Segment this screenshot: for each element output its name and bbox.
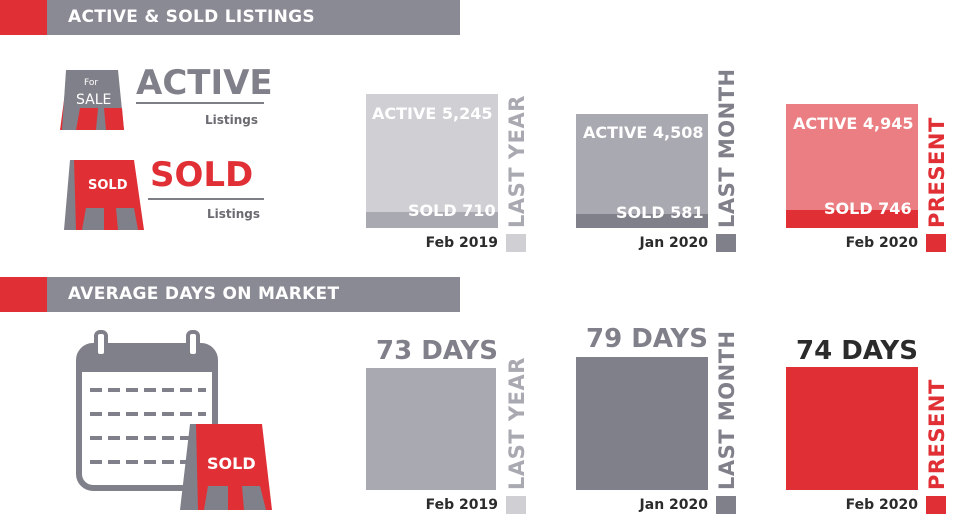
period-marker: [716, 234, 736, 252]
period-label: LAST YEAR: [505, 357, 529, 490]
legend-sold-sub: Listings: [207, 207, 261, 221]
sold-value: SOLD 746: [824, 199, 912, 218]
period-marker: [506, 496, 526, 514]
date-label: Jan 2020: [639, 497, 708, 513]
date-label: Feb 2019: [425, 235, 498, 251]
date-label: Jan 2020: [639, 235, 708, 251]
period-marker: [716, 496, 736, 514]
date-label: Feb 2019: [425, 497, 498, 513]
sign-sale-text: SALE: [76, 92, 112, 108]
active-value: ACTIVE 4,945: [793, 114, 914, 133]
period-label: LAST MONTH: [715, 68, 739, 228]
days-label: 74 DAYS: [795, 336, 918, 366]
date-label: Feb 2020: [845, 235, 918, 251]
days-bar-feb-2020: [786, 367, 918, 490]
period-label: LAST YEAR: [505, 95, 529, 228]
sold-bar-feb-2019: [366, 212, 498, 228]
period-label: PRESENT: [925, 117, 949, 228]
section-title: ACTIVE & SOLD LISTINGS: [68, 7, 315, 27]
date-label: Feb 2020: [845, 497, 918, 513]
active-value: ACTIVE 4,508: [583, 123, 704, 142]
for-sale-sign-icon: [60, 70, 124, 130]
days-label: 73 DAYS: [375, 336, 498, 366]
period-label: PRESENT: [925, 379, 949, 490]
period-marker: [926, 234, 946, 252]
days-bar-feb-2019: [366, 368, 496, 490]
sold-bar-jan-2020: [576, 214, 708, 228]
legend-active-rule: [136, 102, 264, 104]
days-bar-jan-2020: [576, 357, 708, 490]
active-bar-feb-2019: [366, 94, 498, 212]
section-title: AVERAGE DAYS ON MARKET: [68, 284, 340, 304]
active-bar-jan-2020: [576, 114, 708, 214]
legend-active-sub: Listings: [205, 113, 259, 127]
calendar-icon: [76, 330, 218, 491]
days-label: 79 DAYS: [585, 324, 708, 354]
sold-sign-icon: [64, 160, 144, 230]
active-bar-feb-2020: [786, 104, 918, 210]
legend-sold-word: SOLD: [150, 155, 254, 195]
header-accent: [0, 0, 47, 35]
legend-active-word: ACTIVE: [136, 63, 273, 103]
header-accent: [0, 277, 47, 312]
sign-sold-text: SOLD: [88, 178, 128, 193]
period-label: LAST MONTH: [715, 330, 739, 490]
active-value: ACTIVE 5,245: [372, 104, 493, 123]
legend-sold-rule: [148, 198, 264, 200]
period-marker: [506, 234, 526, 252]
section-header-active-sold: ACTIVE & SOLD LISTINGS: [0, 0, 460, 35]
sold-value: SOLD 581: [616, 203, 704, 222]
sold-sign-icon: [180, 424, 272, 510]
sold-bar-feb-2020: [786, 210, 918, 228]
sign-for-text: For: [84, 78, 99, 88]
calendar-sign-text: SOLD: [207, 454, 256, 473]
sold-value: SOLD 710: [408, 201, 496, 220]
period-marker: [926, 496, 946, 514]
section-header-days-on-market: AVERAGE DAYS ON MARKET: [0, 277, 460, 312]
